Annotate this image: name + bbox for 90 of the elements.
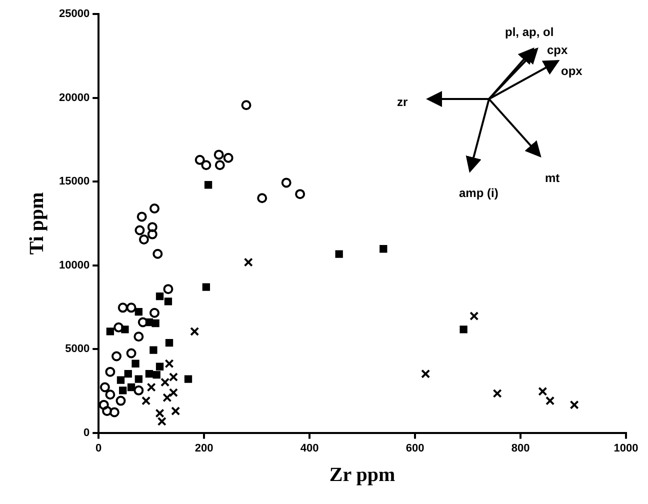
y-tick-label: 25000 bbox=[58, 8, 90, 20]
point bbox=[134, 308, 142, 316]
point bbox=[570, 400, 579, 410]
point bbox=[538, 386, 548, 396]
point bbox=[147, 222, 158, 232]
x-tick-label: 1000 bbox=[614, 442, 638, 454]
point bbox=[134, 375, 142, 383]
annotation: zr bbox=[397, 95, 408, 109]
x-tick-label: 200 bbox=[194, 442, 214, 454]
point bbox=[214, 160, 225, 170]
point bbox=[116, 376, 125, 384]
point bbox=[152, 371, 160, 379]
point bbox=[168, 372, 178, 382]
point bbox=[160, 378, 170, 387]
point bbox=[118, 302, 128, 313]
point bbox=[281, 178, 292, 188]
point bbox=[492, 388, 502, 398]
point bbox=[470, 312, 479, 321]
point bbox=[460, 326, 468, 334]
point bbox=[145, 370, 154, 378]
point bbox=[142, 396, 151, 406]
point bbox=[146, 382, 156, 392]
annotation: cpx bbox=[547, 43, 568, 57]
annotation: amp (i) bbox=[459, 186, 498, 200]
point bbox=[295, 189, 306, 200]
point bbox=[156, 362, 164, 370]
point bbox=[546, 396, 555, 406]
x-tick-label: 400 bbox=[300, 442, 319, 454]
point bbox=[112, 351, 122, 362]
x-tick-label: 600 bbox=[406, 442, 424, 454]
y-tick-label: 5000 bbox=[65, 343, 90, 356]
y-tick-label: 20000 bbox=[58, 92, 90, 104]
point bbox=[194, 154, 205, 165]
point bbox=[98, 400, 109, 410]
point bbox=[152, 248, 163, 259]
point bbox=[119, 386, 127, 394]
point bbox=[163, 284, 174, 294]
point bbox=[152, 319, 160, 328]
point bbox=[421, 369, 430, 378]
point bbox=[100, 382, 110, 392]
annotation: mt bbox=[545, 171, 560, 185]
point bbox=[214, 150, 224, 160]
point bbox=[109, 407, 120, 418]
point bbox=[102, 406, 112, 416]
x-tick-label: 800 bbox=[511, 442, 530, 454]
point bbox=[168, 388, 178, 398]
point bbox=[126, 302, 136, 313]
point bbox=[150, 346, 158, 354]
point bbox=[164, 359, 174, 368]
point bbox=[105, 366, 116, 377]
point bbox=[204, 181, 212, 189]
point bbox=[114, 322, 124, 332]
point bbox=[106, 328, 114, 336]
point bbox=[134, 332, 144, 342]
point bbox=[164, 298, 172, 306]
y-tick-label: 15000 bbox=[58, 176, 90, 188]
point bbox=[201, 160, 212, 170]
point bbox=[127, 383, 136, 392]
annotation: pl, ap, ol bbox=[505, 25, 554, 39]
point bbox=[136, 212, 147, 222]
y-tick-label: 10000 bbox=[58, 259, 90, 272]
point bbox=[190, 326, 200, 336]
annotation: opx bbox=[561, 64, 582, 78]
point bbox=[257, 193, 268, 204]
y-tick-label: 0 bbox=[83, 426, 90, 439]
point bbox=[156, 292, 164, 300]
point bbox=[165, 339, 174, 347]
point bbox=[184, 375, 192, 383]
point bbox=[244, 258, 253, 267]
x-tick-label: 0 bbox=[96, 442, 102, 454]
point bbox=[132, 360, 140, 368]
point bbox=[223, 152, 234, 163]
point bbox=[105, 390, 116, 400]
point bbox=[126, 348, 136, 358]
point bbox=[380, 245, 388, 253]
point bbox=[134, 385, 144, 396]
x-axis-title: Zr ppm bbox=[329, 464, 396, 486]
point bbox=[162, 393, 172, 402]
point bbox=[241, 100, 252, 110]
point bbox=[149, 308, 160, 318]
point bbox=[116, 396, 126, 406]
y-axis-title: Ti ppm bbox=[26, 192, 48, 255]
point bbox=[202, 283, 210, 291]
point bbox=[171, 406, 180, 416]
point bbox=[335, 250, 343, 258]
point bbox=[124, 370, 132, 378]
point bbox=[149, 203, 160, 214]
point bbox=[138, 234, 149, 244]
point bbox=[134, 225, 145, 236]
point bbox=[147, 229, 158, 240]
